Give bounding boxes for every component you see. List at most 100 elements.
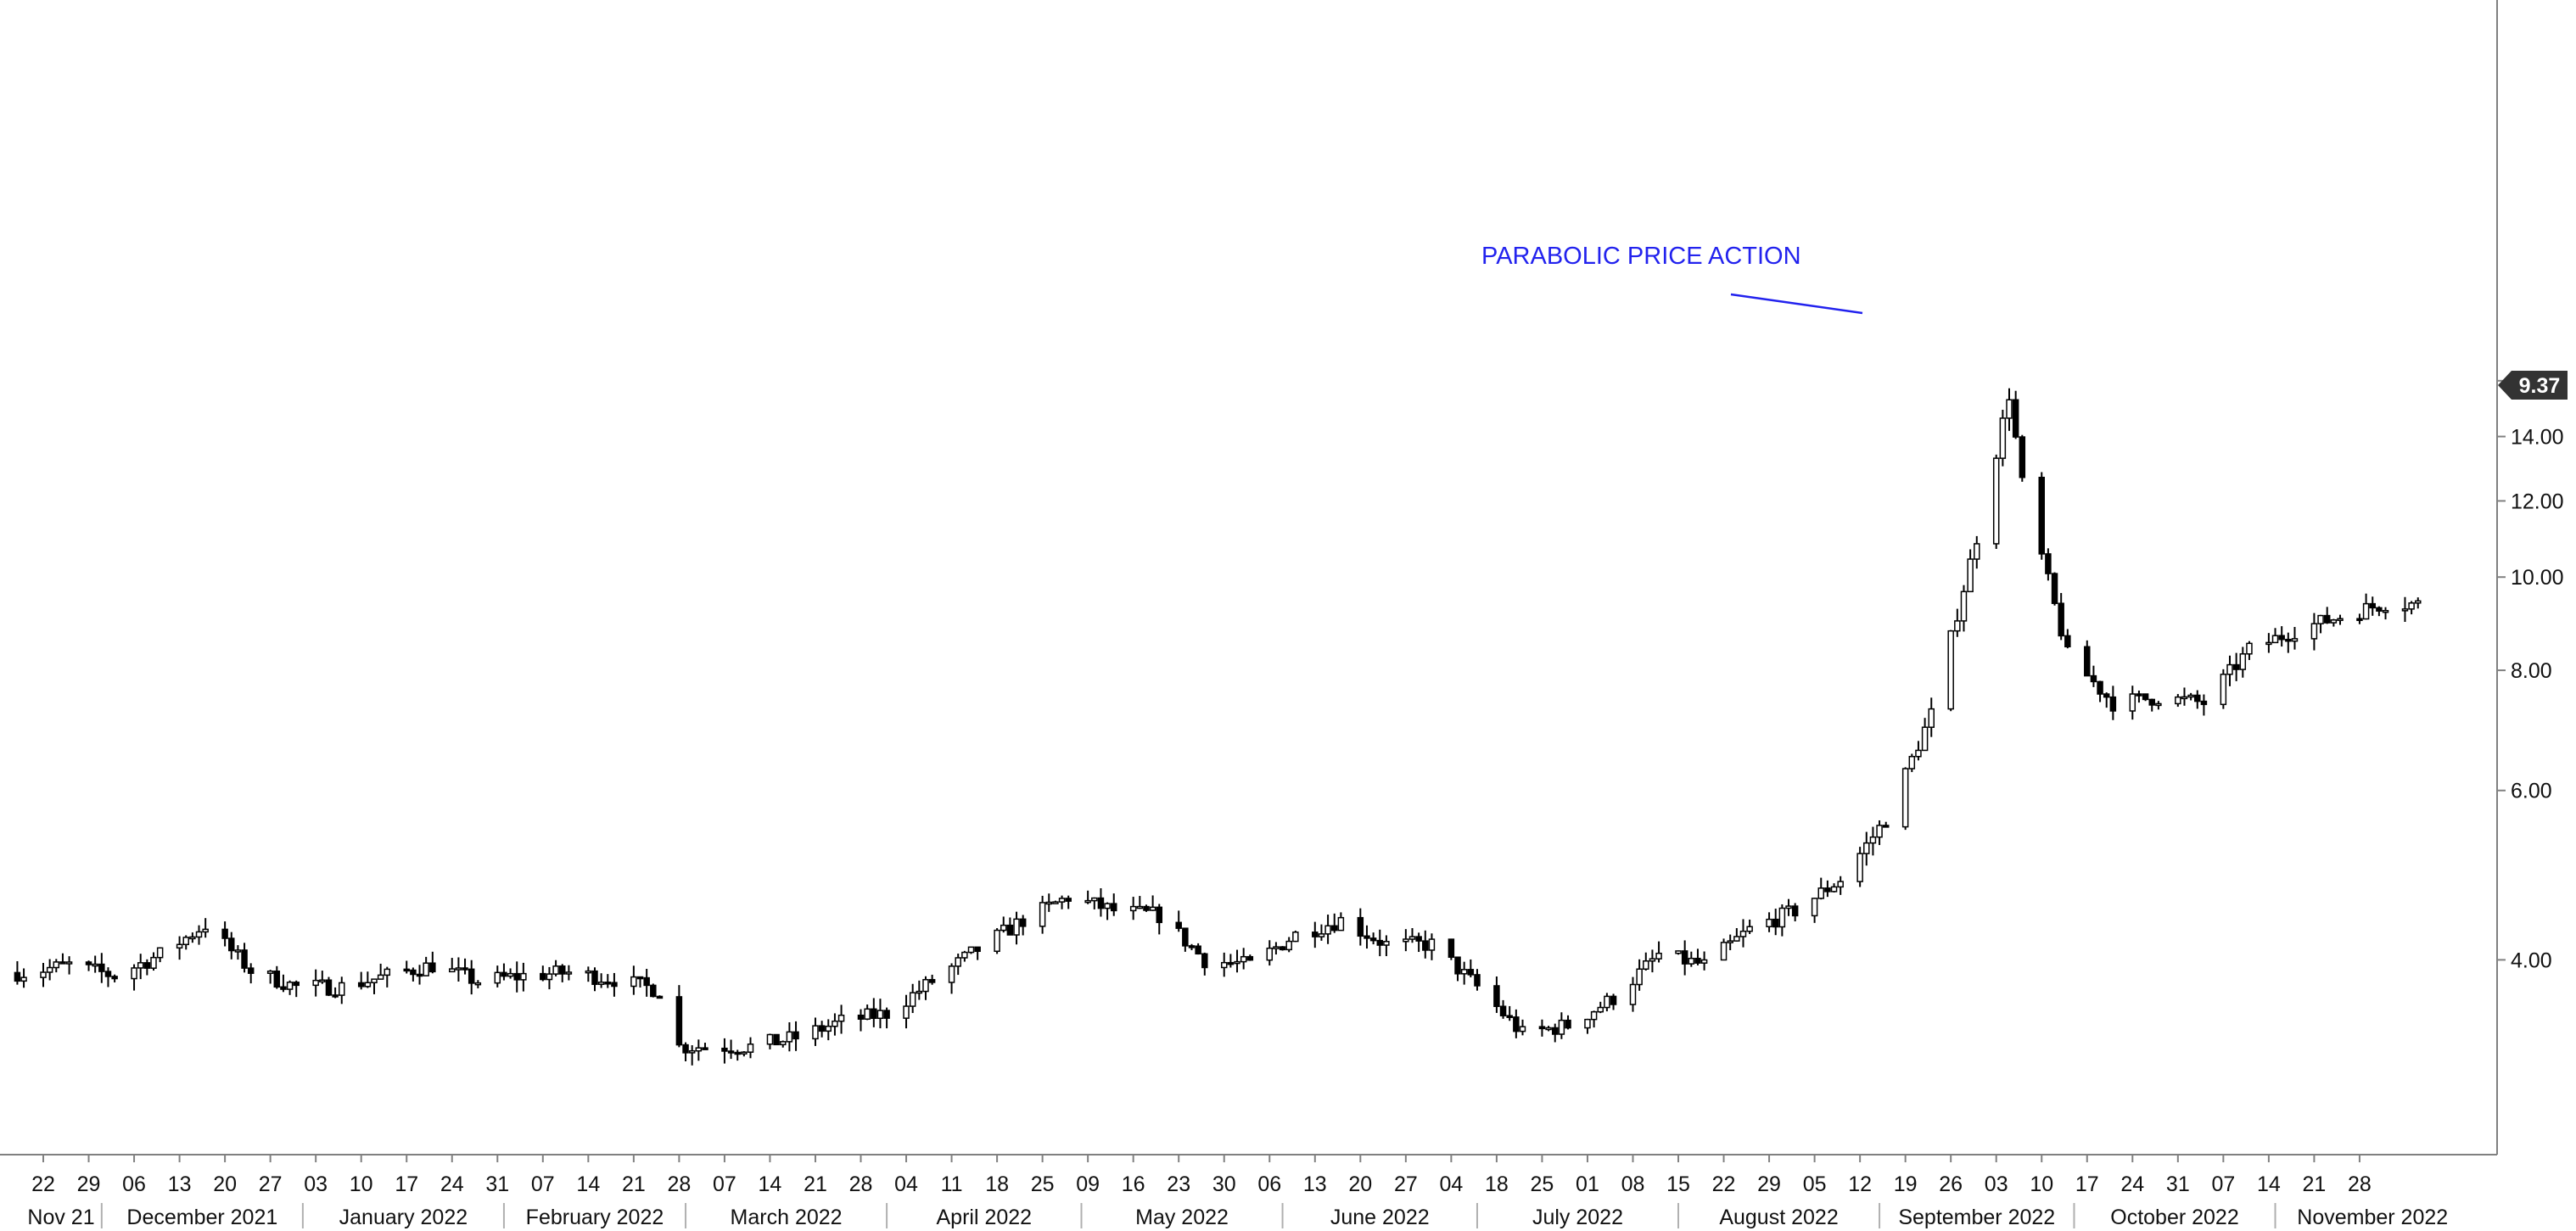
x-tick-label: 18 — [1485, 1172, 1509, 1196]
candle-down — [273, 971, 281, 988]
candle-down — [1156, 906, 1163, 924]
x-tick-label: 01 — [1576, 1172, 1599, 1196]
candle-down — [2038, 476, 2045, 555]
x-month-label: March 2022 — [731, 1206, 843, 1229]
candle-down — [682, 1044, 689, 1054]
candle-up — [2155, 702, 2162, 707]
candle-up — [2175, 696, 2181, 705]
y-tick-label: 8.00 — [2511, 659, 2552, 683]
candle-up — [948, 965, 955, 983]
candle-up — [876, 1010, 884, 1020]
x-tick-label: 17 — [395, 1172, 418, 1196]
candle-down — [727, 1050, 735, 1054]
candle-up — [1234, 960, 1240, 965]
x-tick-label: 12 — [1848, 1172, 1872, 1196]
candle-up — [1318, 933, 1325, 937]
candle-up — [1324, 925, 1331, 935]
x-tick-label: 16 — [1122, 1172, 1145, 1196]
x-tick-label: 07 — [531, 1172, 555, 1196]
candle-down — [357, 982, 365, 988]
candle-down — [1551, 1027, 1559, 1035]
candle-down — [1415, 936, 1422, 942]
candle-up — [916, 990, 923, 994]
candle-up — [423, 962, 429, 976]
candle-up — [1636, 968, 1643, 986]
candle-up — [1058, 898, 1066, 903]
candle-up — [286, 982, 294, 990]
y-tick-label: 14.00 — [2511, 426, 2564, 450]
candle-down — [2058, 602, 2064, 637]
x-tick-label: 04 — [1439, 1172, 1463, 1196]
candle-down — [1175, 921, 1182, 929]
candle-up — [546, 973, 553, 981]
x-month-label: July 2022 — [1532, 1206, 1623, 1229]
x-tick-label: 24 — [2120, 1172, 2144, 1196]
candle-down — [1195, 945, 1201, 955]
candle-up — [1992, 457, 2000, 545]
candle-down — [1506, 1015, 1513, 1018]
x-tick-label: 09 — [1076, 1172, 1100, 1196]
candle-down — [1357, 916, 1364, 937]
candle-up — [364, 982, 372, 988]
candle-up — [1039, 902, 1046, 927]
candle-down — [1330, 925, 1338, 932]
candle-up — [176, 943, 183, 949]
candle-down — [1364, 935, 1370, 939]
candle-down — [540, 972, 546, 981]
candle-up — [1643, 960, 1649, 971]
candle-up — [137, 962, 144, 969]
candle-down — [111, 976, 118, 980]
candle-down — [2148, 698, 2155, 706]
candle-down — [702, 1047, 708, 1050]
candle-up — [1967, 558, 1974, 593]
x-month-label: August 2022 — [1719, 1206, 1838, 1229]
candle-up — [2265, 641, 2272, 646]
candle-down — [1538, 1026, 1546, 1030]
x-tick-label: 07 — [2211, 1172, 2235, 1196]
candle-up — [1273, 946, 1280, 949]
x-tick-label: 17 — [2075, 1172, 2099, 1196]
candle-up — [1921, 726, 1929, 752]
candle-down — [675, 996, 683, 1046]
candle-down — [2103, 693, 2110, 698]
candle-down — [1474, 974, 1481, 987]
candle-down — [1422, 940, 1429, 951]
candle-down — [721, 1047, 728, 1052]
x-month-label: November 2022 — [2297, 1206, 2448, 1229]
candle-down — [416, 973, 423, 977]
candle-down — [2285, 638, 2292, 642]
candle-up — [1700, 959, 1708, 964]
candle-up — [1675, 950, 1682, 954]
candle-up — [1928, 708, 1935, 728]
candle-down — [591, 970, 598, 985]
candle-up — [1785, 905, 1792, 909]
candle-up — [1908, 755, 1916, 769]
candle-down — [332, 994, 339, 998]
candle-down — [2019, 436, 2026, 478]
candle-down — [1772, 918, 1779, 928]
candle-down — [247, 967, 255, 974]
candle-up — [903, 1005, 910, 1019]
candle-up — [1545, 1027, 1552, 1031]
candle-down — [2376, 607, 2383, 612]
candle-up — [2408, 602, 2415, 610]
candle-up — [766, 1033, 774, 1045]
candle-up — [1266, 947, 1274, 961]
candle-up — [1811, 898, 1818, 917]
candle-down — [883, 1010, 890, 1019]
candle-down — [513, 972, 520, 981]
candle-up — [20, 976, 27, 982]
candle-down — [1143, 905, 1150, 911]
candle-down — [293, 982, 300, 987]
candle-up — [1428, 938, 1436, 951]
candle-down — [59, 961, 66, 965]
candle-up — [922, 978, 929, 993]
candle-up — [2330, 618, 2338, 624]
candle-up — [1052, 901, 1059, 904]
candle-up — [202, 928, 209, 933]
x-tick-label: 24 — [440, 1172, 464, 1196]
x-tick-label: 08 — [1621, 1172, 1645, 1196]
x-tick-label: 13 — [168, 1172, 192, 1196]
candle-down — [1467, 969, 1475, 976]
